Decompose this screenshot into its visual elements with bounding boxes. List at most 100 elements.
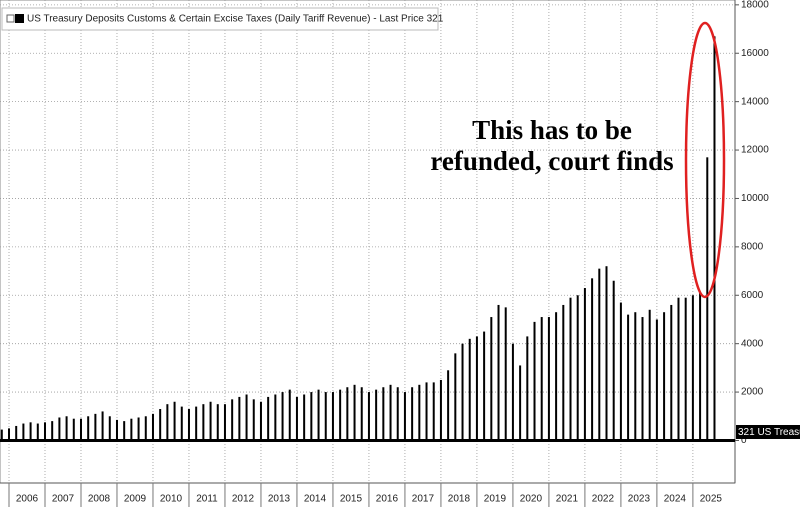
bar bbox=[216, 404, 219, 441]
bar bbox=[202, 404, 205, 441]
last-price-box bbox=[736, 425, 800, 439]
bar bbox=[115, 419, 118, 441]
bar bbox=[274, 394, 277, 441]
bar bbox=[425, 382, 428, 441]
axes: 0 2000 4000 6000 8000 10000 12000 14000 16000 180… bbox=[8, 0, 800, 507]
bar bbox=[245, 394, 248, 441]
bar bbox=[209, 401, 212, 441]
bar bbox=[497, 304, 500, 441]
bar bbox=[418, 384, 421, 441]
bar bbox=[382, 387, 385, 441]
bar bbox=[468, 338, 471, 441]
bar bbox=[223, 404, 226, 441]
bar bbox=[87, 416, 90, 441]
x-tick-label: 2008 bbox=[88, 494, 111, 505]
bar bbox=[238, 396, 241, 441]
bar bbox=[591, 278, 594, 441]
y-tick-label: 8000 bbox=[741, 242, 764, 253]
bar bbox=[562, 304, 565, 441]
bar bbox=[58, 417, 61, 441]
bar bbox=[627, 314, 630, 441]
x-tick-label: 2011 bbox=[196, 494, 218, 505]
y-tick-label: 12000 bbox=[741, 145, 769, 156]
bar bbox=[555, 312, 558, 441]
bar bbox=[360, 387, 363, 441]
bar bbox=[389, 384, 392, 441]
plot-area bbox=[0, 0, 736, 484]
bar bbox=[526, 336, 529, 441]
bar bbox=[533, 321, 536, 441]
bar bbox=[0, 429, 3, 441]
y-tick-label: 10000 bbox=[741, 193, 769, 204]
bar bbox=[151, 413, 154, 441]
bar bbox=[108, 416, 111, 441]
bar bbox=[511, 343, 514, 441]
bar bbox=[540, 317, 543, 441]
bar bbox=[612, 280, 615, 441]
bar bbox=[655, 319, 658, 441]
y-tick-label: 18000 bbox=[741, 0, 769, 10]
bar bbox=[432, 382, 435, 441]
bar bbox=[583, 288, 586, 441]
x-tick-label: 2006 bbox=[16, 494, 39, 505]
bar bbox=[439, 379, 442, 441]
bar bbox=[403, 392, 406, 441]
highlight-ellipse bbox=[684, 21, 726, 299]
x-tick-label: 2013 bbox=[268, 494, 291, 505]
bar bbox=[310, 392, 313, 441]
bar bbox=[252, 399, 255, 441]
x-tick-label: 2025 bbox=[700, 494, 723, 505]
bar bbox=[15, 425, 18, 441]
bar bbox=[288, 389, 291, 441]
bar bbox=[519, 365, 522, 441]
x-tick-label: 2019 bbox=[484, 494, 507, 505]
bar bbox=[180, 406, 183, 441]
bar bbox=[123, 421, 126, 441]
x-tick-label: 2010 bbox=[160, 494, 183, 505]
y-tick-label: 4000 bbox=[741, 338, 764, 349]
bar bbox=[353, 384, 356, 441]
y-tick-label: 16000 bbox=[741, 48, 769, 59]
bar bbox=[504, 307, 507, 441]
bar bbox=[324, 392, 327, 441]
legend-collapse bbox=[6, 14, 15, 23]
bar bbox=[490, 317, 493, 441]
x-tick-label: 2024 bbox=[664, 494, 687, 505]
bar bbox=[663, 312, 666, 441]
x-tick-label: 2009 bbox=[124, 494, 147, 505]
bar bbox=[598, 268, 601, 441]
bar bbox=[166, 404, 169, 441]
bar bbox=[187, 409, 190, 441]
x-tick-label: 2023 bbox=[628, 494, 651, 505]
bar bbox=[447, 370, 450, 441]
bar bbox=[173, 401, 176, 441]
bar bbox=[346, 387, 349, 441]
bar bbox=[648, 309, 651, 441]
bar bbox=[605, 266, 608, 441]
bar bbox=[569, 297, 572, 441]
bar bbox=[36, 423, 39, 441]
x-tick-label: 2020 bbox=[520, 494, 543, 505]
bar bbox=[317, 389, 320, 441]
bar bbox=[79, 418, 82, 441]
x-tick-label: 2021 bbox=[556, 494, 579, 505]
bar bbox=[65, 416, 68, 441]
bar bbox=[699, 292, 702, 441]
bar bbox=[72, 418, 75, 441]
bar bbox=[259, 401, 262, 441]
legend-box bbox=[1, 7, 439, 31]
legend-swatch bbox=[15, 14, 24, 23]
x-tick-label: 2022 bbox=[592, 494, 615, 505]
bar bbox=[295, 396, 298, 441]
bar bbox=[691, 295, 694, 441]
bar bbox=[281, 392, 284, 441]
legend-label: US Treasury Deposits Customs & Certain E… bbox=[27, 14, 444, 25]
bar bbox=[576, 295, 579, 441]
bar bbox=[101, 411, 104, 441]
x-tick-label: 2017 bbox=[412, 494, 435, 505]
bar bbox=[94, 413, 97, 441]
bar bbox=[684, 297, 687, 441]
bar bbox=[339, 389, 342, 441]
bar bbox=[375, 389, 378, 441]
x-tick-label: 2016 bbox=[376, 494, 399, 505]
